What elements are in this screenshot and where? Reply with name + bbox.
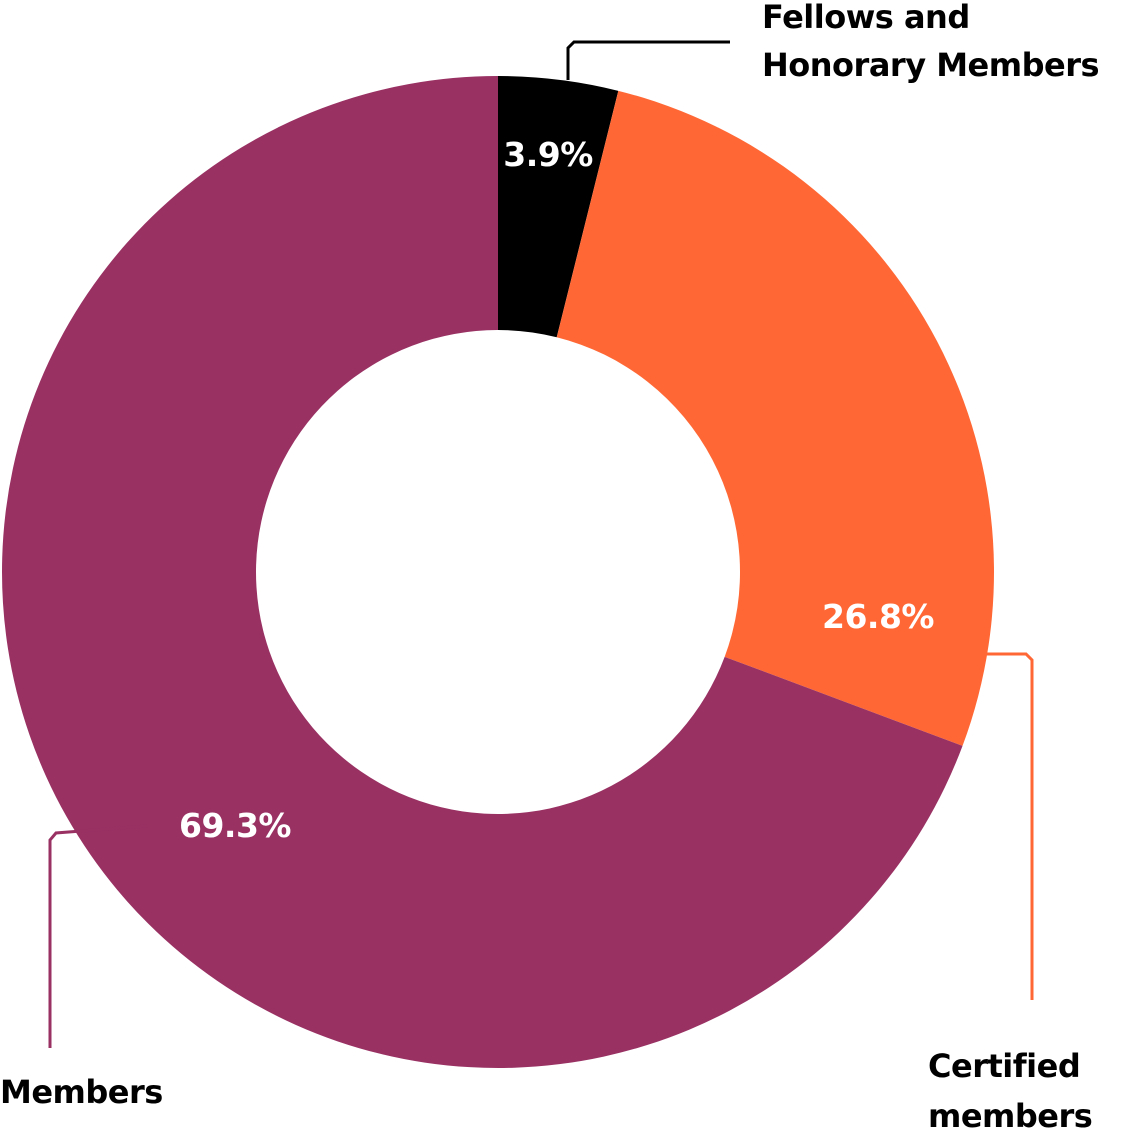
category-label-line: Certified (928, 1047, 1080, 1085)
category-label-line: Honorary Members (762, 46, 1099, 84)
slice-certified-members (556, 90, 994, 746)
category-label-line: Fellows and (762, 0, 970, 36)
category-label-certified-members: Certified members (928, 1047, 1092, 1129)
slice-fellows-and-honorary-members (498, 76, 619, 338)
value-label-members: 69.3% (179, 806, 291, 845)
category-label-fellows-and-honorary-members: Fellows and Honorary Members (762, 0, 1099, 84)
leader-line-fellows-and-honorary-members (566, 40, 730, 80)
value-label-fellows-and-honorary-members: 3.9% (503, 135, 593, 174)
category-label-members: Members (0, 1073, 163, 1111)
category-label-line: Members (0, 1073, 163, 1111)
slices-layer (1, 76, 994, 1068)
leader-lines-layer (48, 40, 1034, 1048)
value-labels-layer: 3.9% 26.8% 69.3% (179, 135, 935, 845)
leader-line-certified-members (945, 652, 1034, 1000)
slice-members (1, 76, 963, 1068)
category-labels-layer: Fellows and Honorary Members Certified memb… (0, 0, 1100, 1129)
value-label-certified-members: 26.8% (822, 597, 934, 636)
leader-line-members (48, 824, 147, 1048)
category-label-line: members (928, 1097, 1092, 1129)
